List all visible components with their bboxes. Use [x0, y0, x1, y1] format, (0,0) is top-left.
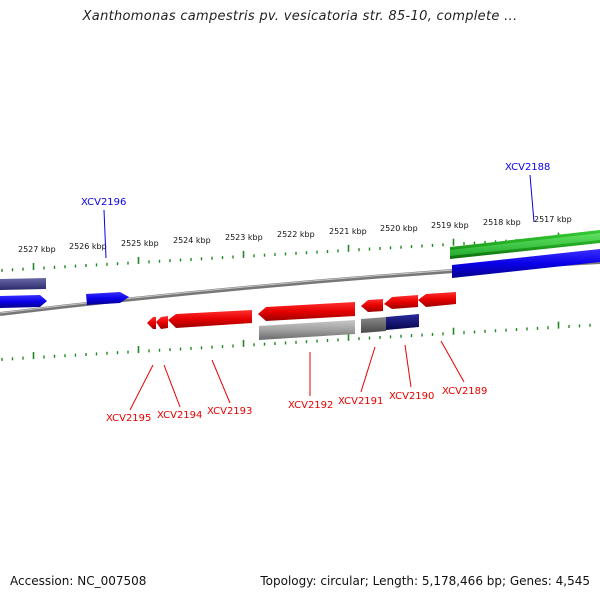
gene-feature-grey[interactable]	[259, 320, 355, 340]
gene-label-xcv2188[interactable]: XCV2188	[505, 162, 550, 173]
gene-feature-navy[interactable]	[386, 314, 419, 330]
gene-feature-xcv2196[interactable]	[86, 292, 129, 305]
ruler-label: 2522 kbp	[277, 230, 315, 239]
ruler-label: 2527 kbp	[18, 245, 56, 254]
gene-feature-xcv2195[interactable]	[147, 317, 156, 329]
gene-label-xcv2189[interactable]: XCV2189	[442, 386, 487, 397]
gene-labels-top: XCV2196 XCV2188	[81, 162, 550, 259]
ruler-label: 2517 kbp	[534, 215, 572, 224]
gene-label-xcv2192[interactable]: XCV2192	[288, 400, 333, 411]
topology-summary: Topology: circular; Length: 5,178,466 bp…	[260, 574, 590, 588]
gene-feature-xcv2188[interactable]	[452, 249, 600, 278]
ruler-inner	[1, 321, 591, 361]
ruler-label: 2526 kbp	[69, 242, 107, 251]
ruler-label: 2524 kbp	[173, 236, 211, 245]
gene-feature-xcv2194[interactable]	[156, 316, 168, 329]
ruler-labels: 2527 kbp 2526 kbp 2525 kbp 2524 kbp 2523 kbp…	[18, 215, 572, 254]
accession-text: Accession: NC_007508	[10, 574, 147, 588]
gene-feature-xcv2191[interactable]	[361, 299, 383, 312]
gene-label-xcv2196[interactable]: XCV2196	[81, 197, 126, 208]
gene-feature-slate[interactable]	[0, 278, 46, 290]
gene-feature-dark-grey[interactable]	[361, 317, 386, 333]
gene-feature-green-light[interactable]	[450, 233, 600, 256]
gene-feature-xcv2190[interactable]	[384, 295, 418, 309]
ruler-label: 2525 kbp	[121, 239, 159, 248]
gene-label-xcv2194[interactable]: XCV2194	[157, 410, 202, 421]
gene-feature-xcv2192[interactable]	[258, 302, 355, 321]
ruler-label: 2520 kbp	[380, 224, 418, 233]
ruler-outer	[1, 232, 591, 272]
gene-feature-xcv2189[interactable]	[418, 292, 456, 307]
map-title: Xanthomonas campestris pv. vesicatoria s…	[82, 9, 518, 24]
reverse-genes	[147, 292, 456, 340]
gene-feature-xcv2196-left[interactable]	[0, 295, 47, 308]
gene-label-xcv2193[interactable]: XCV2193	[207, 406, 252, 417]
ruler-label: 2521 kbp	[329, 227, 367, 236]
ruler-label: 2518 kbp	[483, 218, 521, 227]
ruler-label: 2523 kbp	[225, 233, 263, 242]
gene-label-xcv2191[interactable]: XCV2191	[338, 396, 383, 407]
gene-label-xcv2190[interactable]: XCV2190	[389, 391, 434, 402]
gene-label-xcv2195[interactable]: XCV2195	[106, 413, 151, 424]
forward-genes	[0, 230, 600, 308]
ruler-label: 2519 kbp	[431, 221, 469, 230]
gene-labels-bottom: XCV2195 XCV2194 XCV2193 XCV2192 XCV2191 …	[106, 340, 487, 424]
gene-feature-xcv2193[interactable]	[168, 310, 252, 328]
